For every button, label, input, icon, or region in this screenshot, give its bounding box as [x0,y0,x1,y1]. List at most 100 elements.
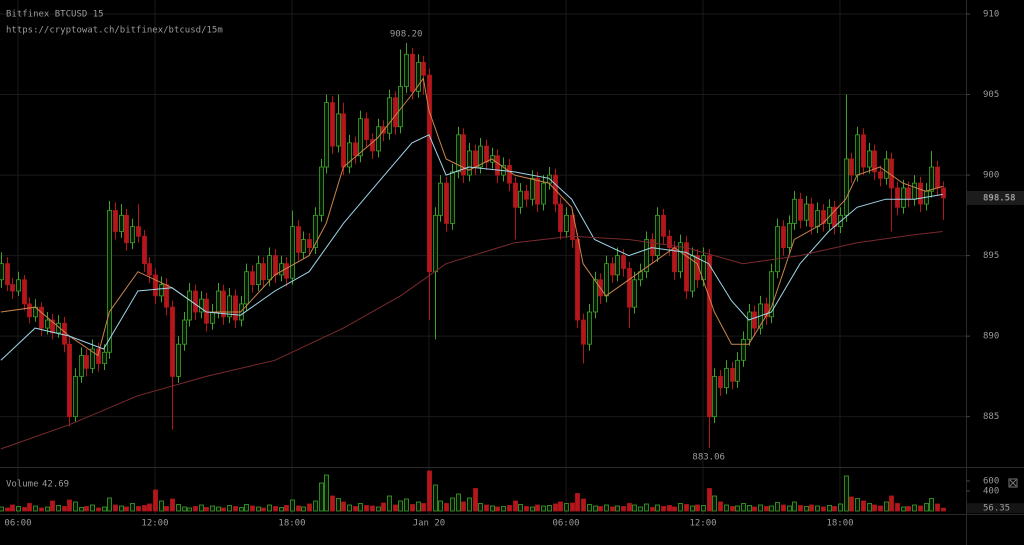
volume-bar [136,506,141,512]
candle-body [884,158,889,179]
candle-body [741,338,746,361]
volume-bar [615,505,620,512]
extreme-label: 908.20 [390,30,423,40]
last-volume-label: 56.35 [983,504,1010,514]
candle-body [530,177,535,200]
candle-body [438,182,443,216]
candle-body [912,182,917,200]
volume-bar [119,505,124,512]
volume-bar [67,499,72,512]
candle-body [193,290,198,313]
volume-bar [787,505,792,512]
candle-body [541,182,546,205]
volume-bar [216,506,221,512]
volume-bar [341,501,346,512]
candle-body [644,239,649,273]
candle-body [136,226,141,237]
volume-bar [655,504,660,512]
candle-body [416,61,421,92]
volume-bar [901,506,906,512]
volume-bar [467,497,472,512]
last-price-label: 898.58 [983,193,1016,203]
volume-bar [587,504,592,512]
volume-bar [376,506,381,512]
volume-bar [638,506,643,512]
volume-bar [473,488,478,512]
volume-bar [387,495,392,512]
candle-body [575,239,580,321]
volume-bar [250,505,255,512]
volume-bar [273,506,278,512]
volume-bar [878,505,883,512]
candle-body [410,53,415,92]
volume-bar [895,503,900,512]
pane-close-icon[interactable] [1008,478,1018,488]
candle-body [564,214,569,232]
candle-body [102,351,107,364]
volume-bar [364,505,369,512]
candle-body [393,97,398,128]
volume-bar [96,507,101,512]
candle-body [67,343,72,418]
candle-body [478,145,483,168]
volume-bar [256,506,261,512]
candle-body [707,255,712,418]
candle-body [301,239,306,253]
candle-body [22,279,27,305]
volume-bar [39,507,44,512]
volume-bar [775,502,780,512]
candle-body [73,376,78,418]
candle-body [433,214,438,273]
candle-body [250,271,255,286]
moving-average-line [0,134,943,361]
volume-bar [724,504,729,512]
volume-bar [684,504,689,512]
candle-body [273,255,278,276]
candle-body [872,150,877,173]
volume-bar [199,504,204,512]
candle-body [473,150,478,168]
volume-bar [844,475,849,512]
volume-bar [33,505,38,512]
volume-bar [735,505,740,512]
candle-body [347,142,352,168]
volume-bar [918,505,923,512]
volume-bar [227,505,232,512]
grid [0,0,966,514]
volume-bar [581,498,586,512]
volume-bar [433,484,438,512]
volume-bar [301,506,306,512]
volume-bar [495,506,500,512]
candle-body [844,158,849,216]
candle-body [507,165,512,184]
candle-body [210,311,215,324]
candle-body [261,263,266,281]
candle-body [752,311,757,329]
candle-body [336,113,341,147]
volume-bar [747,505,752,512]
candle-body [427,74,432,273]
last-volume-tag [967,503,1024,514]
volume-bar [159,500,164,512]
candle-body [764,303,769,318]
candle-body [735,359,740,382]
candle-body [16,279,21,292]
volume-bar [672,506,677,512]
candle-body [353,142,358,157]
volume-bar [296,505,301,512]
volume-bar [461,501,466,512]
chart-subtitle: https://cryptowat.ch/bitfinex/btcusd/15m [6,26,223,36]
volume-bar [239,507,244,512]
candle-body [906,187,911,200]
candle-body [142,235,147,265]
volume-bar [861,500,866,512]
volume-bar [912,504,917,512]
volume-bar [730,506,735,512]
volume-bar [324,474,329,512]
candle-body [804,203,809,221]
volume-tick-label: 400 [983,487,999,497]
volume-bar [804,506,809,512]
candle-body [724,367,729,389]
candle-body [781,226,786,248]
